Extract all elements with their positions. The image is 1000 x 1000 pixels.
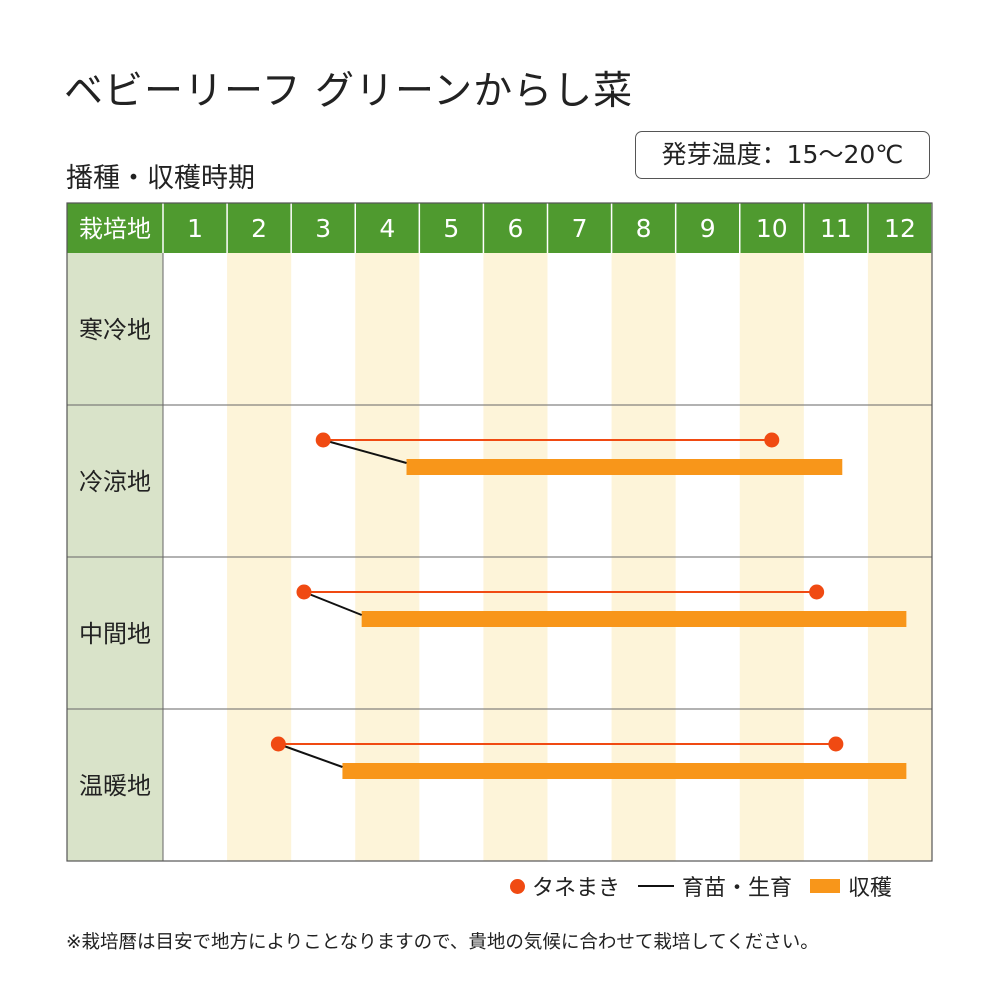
- harvest-bar: [342, 763, 907, 779]
- month-label: 12: [884, 214, 916, 243]
- chart-subtitle: 播種・収穫時期: [66, 163, 255, 194]
- nursery-line: [303, 591, 363, 616]
- month-label: 10: [756, 214, 788, 243]
- region-label: 寒冷地: [79, 316, 151, 344]
- month-label: 11: [820, 214, 852, 243]
- nursery-line: [322, 439, 407, 464]
- month-label: 9: [700, 214, 716, 243]
- month-label: 4: [379, 214, 395, 243]
- sowing-end-dot: [764, 432, 780, 448]
- legend-item-harvest: 収穫: [810, 870, 892, 902]
- header-bar: [67, 203, 932, 253]
- harvest-bar-icon: [810, 879, 841, 893]
- month-label: 7: [572, 214, 588, 243]
- sowing-start-dot: [315, 432, 331, 448]
- harvest-bar: [361, 611, 907, 627]
- corner-label: 栽培地: [79, 215, 151, 243]
- nursery-line-icon: [638, 885, 675, 887]
- chart-legend: タネまき 育苗・生育 収穫: [510, 870, 892, 902]
- harvest-bar: [406, 459, 843, 475]
- month-label: 2: [251, 214, 267, 243]
- month-label: 6: [508, 214, 524, 243]
- legend-label-sowing: タネまき: [532, 876, 621, 901]
- legend-label-harvest: 収穫: [848, 876, 893, 901]
- page-title: ベビーリーフ グリーンからし菜: [64, 69, 634, 114]
- month-label: 3: [315, 214, 331, 243]
- sowing-end-dot: [828, 736, 844, 752]
- legend-label-nursery: 育苗・生育: [682, 876, 793, 901]
- sowing-dot-icon: [510, 878, 525, 894]
- month-label: 1: [187, 214, 203, 243]
- sowing-start-dot: [296, 584, 312, 600]
- sowing-end-dot: [809, 584, 825, 600]
- footnote: ※栽培暦は目安で地方によりことなりますので、貴地の気候に合わせて栽培してください…: [66, 932, 819, 953]
- sowing-start-dot: [270, 736, 286, 752]
- germination-temperature-badge: 発芽温度：15～20℃: [635, 131, 930, 179]
- legend-item-sowing: タネまき: [510, 870, 620, 902]
- month-label: 8: [636, 214, 652, 243]
- chart-border: [66, 202, 933, 862]
- month-label: 5: [443, 214, 459, 243]
- legend-item-nursery: 育苗・生育: [638, 870, 792, 902]
- region-label: 冷涼地: [79, 468, 151, 496]
- nursery-line: [278, 743, 343, 768]
- region-label: 中間地: [79, 620, 151, 648]
- region-label: 温暖地: [79, 772, 151, 800]
